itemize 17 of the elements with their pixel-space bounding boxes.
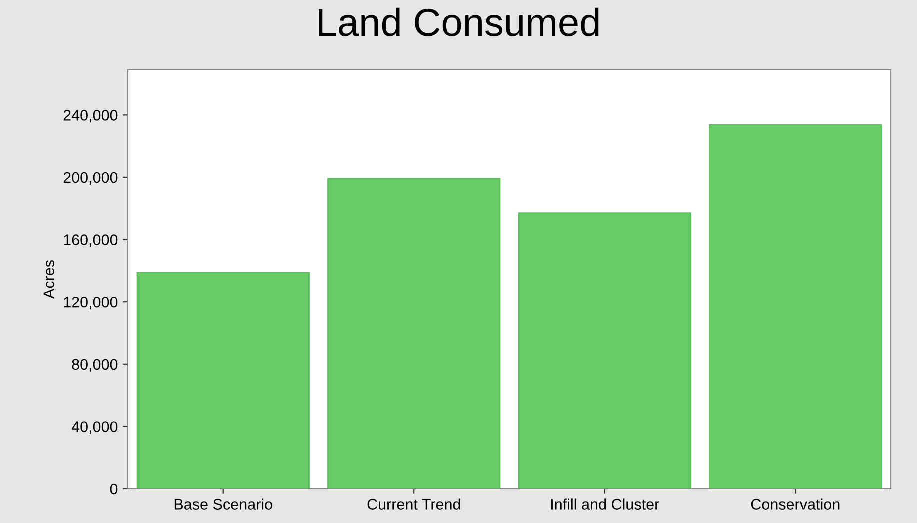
- y-tick-label: 40,000: [72, 422, 118, 434]
- bar: [518, 212, 692, 489]
- y-tick-label: 240,000: [64, 110, 118, 123]
- x-tick-label: Conservation: [751, 498, 840, 510]
- x-tick-label: Current Trend: [368, 498, 460, 510]
- y-axis-title: Acres: [44, 260, 54, 299]
- bar: [709, 124, 882, 489]
- chart-title: Land Consumed: [319, 8, 599, 36]
- y-tick-label: 160,000: [64, 234, 118, 248]
- y-tick-label: 120,000: [64, 296, 118, 310]
- x-tick-label: Base Scenario: [174, 498, 272, 510]
- y-tick-label: 0: [110, 484, 118, 495]
- bar: [328, 178, 501, 489]
- x-tick-label: Infill and Cluster: [552, 498, 660, 510]
- y-tick-label: 200,000: [64, 172, 118, 185]
- bar: [136, 272, 310, 489]
- y-tick-label: 80,000: [72, 359, 118, 372]
